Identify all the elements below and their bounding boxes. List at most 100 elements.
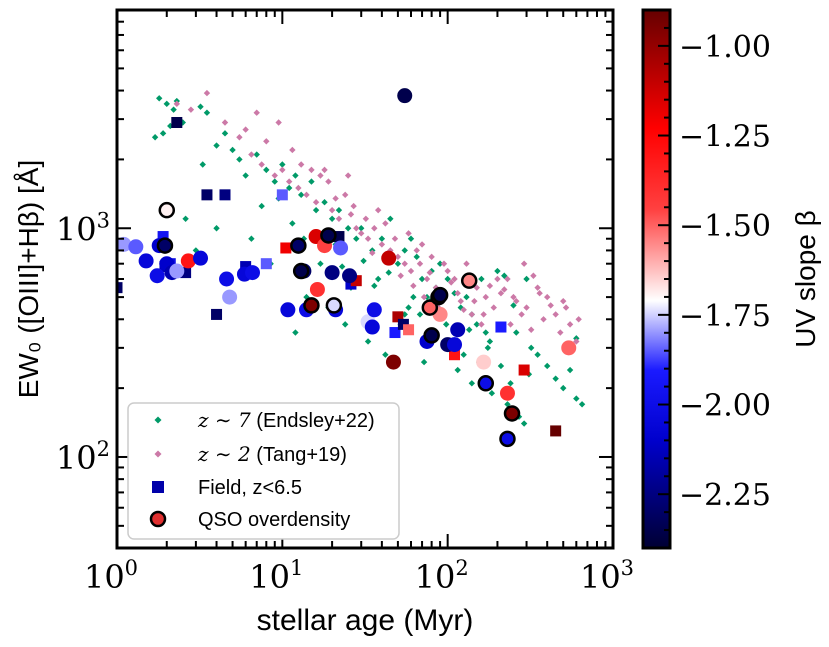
colorbar-tick-label: −1.75 [679,299,771,334]
data-point [503,405,521,422]
data-point [468,380,476,387]
legend: z ∼ 7 (Endsley+22) z ∼ 2 (Tang+19) Field, … [127,402,400,540]
data-point [213,225,220,232]
data-point [447,279,455,286]
data-point [477,375,495,392]
data-point [421,299,439,316]
data-point [451,275,458,283]
data-point [504,275,511,283]
data-point [488,390,496,397]
data-point [449,349,461,361]
data-point [460,351,467,358]
colorbar-tick-label: −2.25 [679,478,771,513]
data-point [117,282,123,294]
legend-marker [154,450,162,458]
data-point [460,306,467,314]
data-point [344,172,352,179]
data-point [405,304,412,311]
x-tick-label: 103 [580,556,634,596]
data-point [499,385,515,401]
data-point [219,271,235,287]
data-point [573,395,580,402]
data-point [292,329,299,336]
data-point [149,268,165,284]
data-point [575,316,582,323]
data-point [271,172,278,179]
data-point [510,293,517,301]
data-point [410,293,417,301]
data-point [338,263,346,270]
data-point [444,275,451,283]
data-point [258,161,265,168]
data-point [486,338,494,345]
data-point [420,358,428,366]
data-point [523,275,530,283]
data-point [222,289,238,305]
x-axis-label: stellar age (Myr) [257,604,474,637]
colorbar-tick-label: −1.25 [679,120,771,155]
data-point [460,272,478,289]
data-point [138,253,154,269]
data-point [197,103,204,110]
data-point [173,100,181,108]
data-point [423,327,440,344]
data-point [253,109,260,116]
data-point [513,297,520,305]
data-point [236,134,243,141]
data-point [364,319,380,335]
x-tick-label: 102 [415,556,469,596]
data-point [156,237,174,254]
data-point [394,253,402,261]
data-point [366,302,382,318]
data-point [413,253,420,261]
legend-label: Field, z<6.5 [198,477,302,499]
data-point [540,316,547,323]
data-point [169,263,185,279]
data-point [436,260,444,267]
data-point [518,311,525,318]
data-point [167,122,174,130]
data-point [410,282,417,290]
data-point [312,198,320,206]
data-point [280,242,292,254]
data-point [151,134,159,141]
series-field-circles [117,88,577,401]
data-point [418,241,426,248]
data-point [201,189,213,201]
data-point [476,354,492,370]
data-point [163,100,170,108]
data-point [347,211,355,218]
data-point [325,297,343,314]
data-point [547,302,554,309]
colorbar-label: UV slope β [790,210,821,348]
data-point [182,215,189,222]
data-point [518,364,530,376]
data-point [353,235,360,242]
legend-entry: QSO overdensity [149,509,350,531]
data-point [358,230,365,237]
data-point [289,220,296,227]
data-point [289,146,296,154]
data-point [431,286,449,304]
data-point [324,265,340,281]
data-point [159,130,167,137]
data-point [381,250,397,266]
data-point [389,327,401,339]
data-point [374,206,382,214]
data-point [507,380,514,387]
series-z-7-endsley-22- [151,95,586,427]
colorbar: −1.00 −1.25 −1.50 −1.75 −2.00 −2.25 UV slope … [641,8,821,550]
data-point [534,284,541,291]
data-point [497,290,505,297]
data-point [463,293,470,301]
data-point [128,239,144,255]
data-point [342,268,358,284]
data-point [279,166,286,174]
data-point [443,321,450,328]
data-point [463,260,470,267]
data-point [385,269,392,276]
data-point [253,151,260,158]
data-point [321,166,328,174]
data-point [242,126,249,133]
